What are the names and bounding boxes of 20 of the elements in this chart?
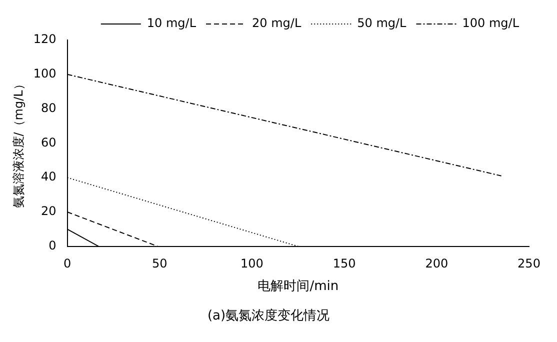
legend-label: 50 mg/L (357, 16, 407, 30)
y-tick-label: 60 (41, 135, 56, 150)
x-axis-title: 电解时间/min (258, 278, 339, 294)
y-tick-label: 40 (41, 170, 56, 184)
y-tick-label: 100 (33, 66, 56, 81)
x-tick-label: 200 (425, 256, 448, 271)
x-tick-label: 100 (240, 256, 264, 271)
text: (a)氨氮浓度变化情况 (207, 308, 330, 324)
x-tick-label: 0 (63, 256, 72, 271)
y-tick-label: 0 (48, 238, 56, 253)
legend-label: 20 mg/L (252, 16, 302, 30)
y-tick-label: 20 (41, 204, 56, 218)
x-tick-label: 50 (152, 256, 168, 271)
legend-label: 10 mg/L (146, 16, 196, 30)
x-tick-label: 150 (332, 256, 356, 271)
x-tick-label: 250 (518, 256, 540, 271)
y-axis-title: 氨氮溶液浓度/（mg/L） (11, 78, 26, 208)
y-tick-label: 80 (41, 100, 56, 115)
legend-label: 100 mg/L (462, 16, 520, 30)
y-tick-label: 120 (33, 32, 56, 46)
